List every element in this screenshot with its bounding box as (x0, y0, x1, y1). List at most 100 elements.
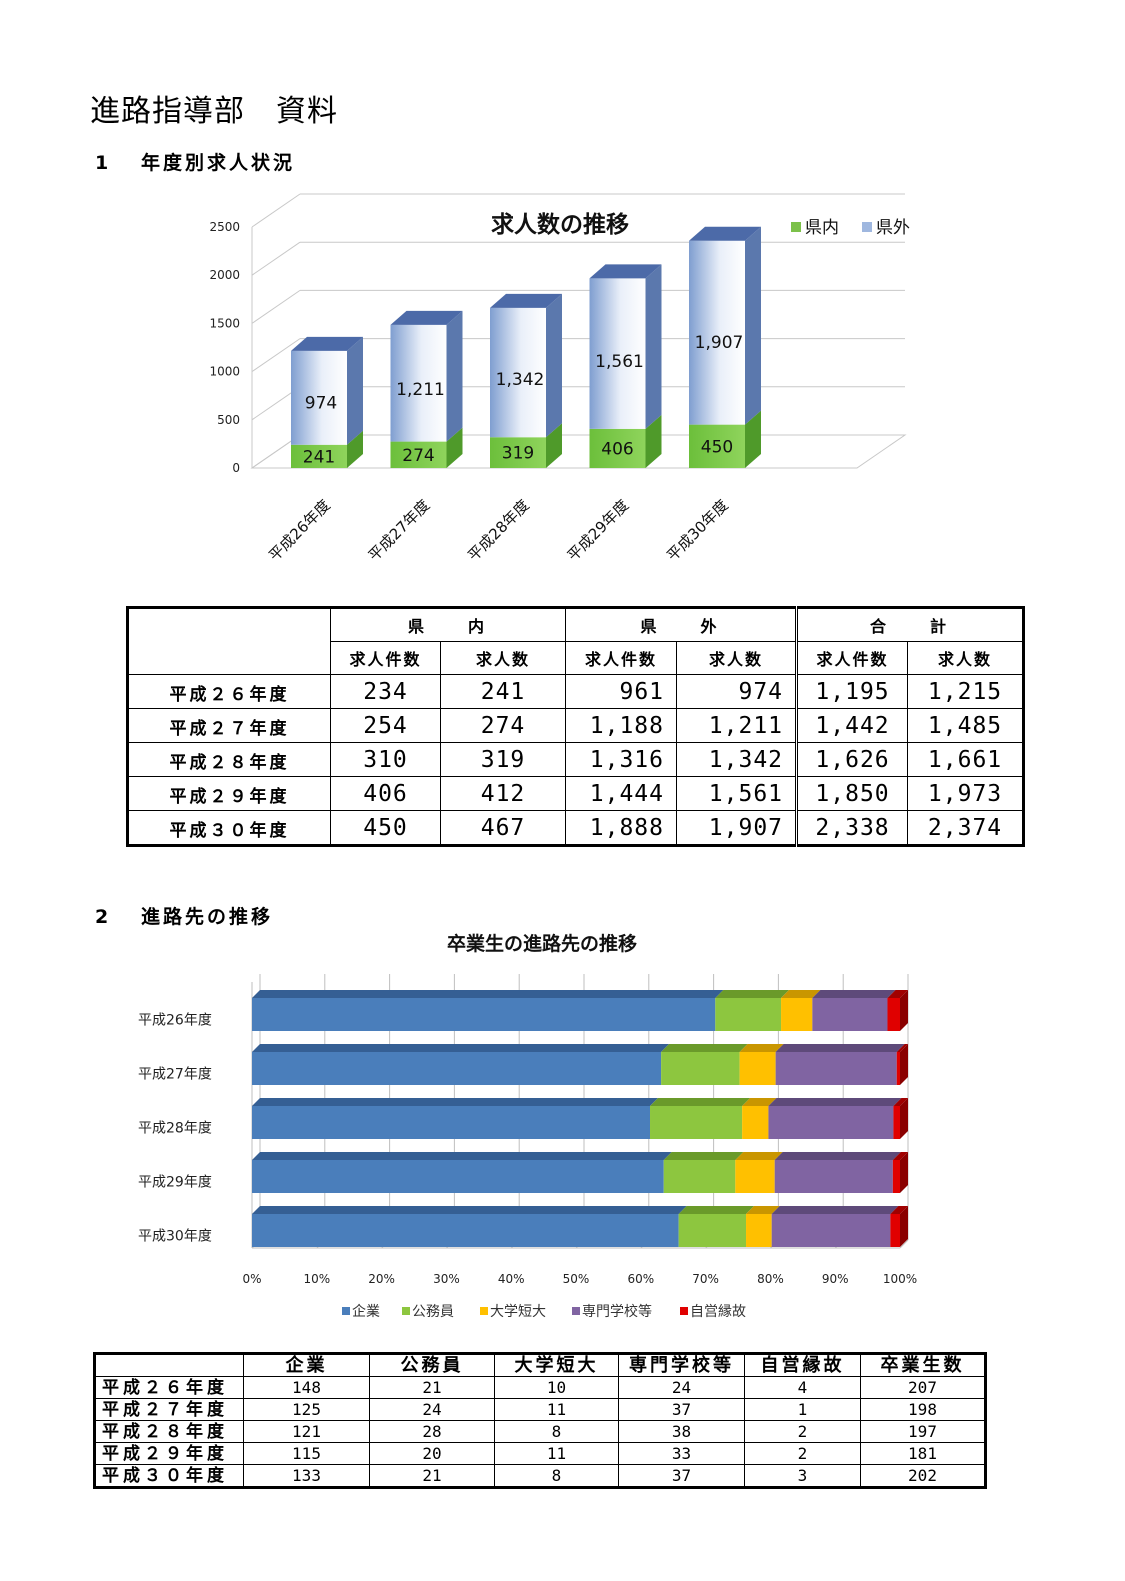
bar-inner-prefecture (390, 441, 447, 468)
cell: 20 (369, 1442, 495, 1465)
bar-outer-prefecture-side (645, 264, 662, 429)
y-tick-label: 2000 (209, 268, 240, 282)
bar-inner-prefecture (490, 437, 546, 468)
cell: 1,316 (565, 742, 678, 777)
bar-segment-0 (252, 1160, 664, 1193)
cell: 37 (618, 1464, 745, 1488)
table-row: 平成２６年度 234 241 961 974 1,195 1,215 (127, 674, 1025, 709)
bar-segment-top (735, 1152, 783, 1160)
cell: 1,626 (795, 742, 909, 777)
y-category-label: 平成27年度 (138, 1067, 212, 1083)
legend-swatch (402, 1307, 410, 1315)
data-label-inner: 274 (402, 446, 434, 466)
legend-label: 公務員 (412, 1304, 454, 1320)
legend-swatch (342, 1307, 350, 1315)
bar-top (689, 226, 761, 241)
bar-segment-top (252, 1152, 672, 1160)
table-row: 平成３０年度 133 21 8 37 3 202 (94, 1464, 986, 1488)
bar-segment-2 (746, 1214, 772, 1247)
legend-label: 県外 (876, 218, 910, 238)
row-year: 平成３０年度 (94, 1464, 244, 1488)
data-label-outer: 1,561 (595, 352, 644, 372)
bar-segment-top (252, 1044, 670, 1052)
bar-segment-top (781, 990, 821, 998)
bar-outer-prefecture (689, 240, 745, 425)
bar-outer-prefecture (390, 324, 447, 442)
data-label-outer: 1,211 (396, 380, 445, 400)
col-header: 卒業生数 (860, 1353, 986, 1377)
bar-segment-3 (775, 1052, 897, 1085)
gridline-side (251, 338, 301, 373)
bar-segment-1 (715, 998, 782, 1031)
y-tick-label: 2500 (209, 220, 240, 234)
y-category-label: 平成28年度 (138, 1121, 212, 1137)
bar-segment-top (661, 1044, 748, 1052)
cell: 1,215 (907, 674, 1025, 709)
x-tick-label: 10% (303, 1272, 330, 1286)
cell: 24 (618, 1376, 745, 1399)
x-tick-label: 80% (757, 1272, 784, 1286)
chart-title: 求人数の推移 (491, 212, 629, 238)
bar-outer-prefecture-side (347, 336, 363, 445)
bar-segment-4 (892, 1160, 900, 1193)
data-label-inner: 406 (601, 439, 633, 459)
x-tick-label: 70% (692, 1272, 719, 1286)
row-year: 平成２７年度 (94, 1398, 244, 1421)
bar-inner-prefecture-side (745, 410, 761, 468)
row-year: 平成２６年度 (94, 1376, 244, 1399)
table-corner-cell (127, 607, 331, 675)
y-tick-label: 500 (217, 413, 240, 427)
row-year: 平成２６年度 (127, 674, 331, 709)
bar-segment-top (775, 1044, 905, 1052)
bar-segment-2 (781, 998, 813, 1031)
cell: 1,211 (676, 708, 798, 743)
table-row: 平成２９年度 406 412 1,444 1,561 1,850 1,973 (127, 776, 1025, 811)
cell: 1,442 (795, 708, 909, 743)
y-tick-label: 1000 (209, 365, 240, 379)
table-subheader-row: 求人件数 求人数 求人件数 求人数 求人件数 求人数 (128, 641, 1025, 675)
x-tick-label: 100% (883, 1272, 917, 1286)
x-tick-label: 平成28年度 (464, 496, 533, 565)
bar-segment-top (887, 990, 908, 998)
bar-outer-prefecture (589, 278, 646, 429)
bar-segment-top (252, 1206, 687, 1214)
legend-label: 大学短大 (490, 1304, 546, 1320)
cell: 1,485 (907, 708, 1025, 743)
bar-segment-top (893, 1098, 908, 1106)
bar-segment-top (252, 990, 724, 998)
gridline-side (251, 193, 301, 228)
bar-top (490, 293, 562, 308)
bar-outer-prefecture-side (546, 293, 562, 438)
cell: 1,888 (565, 810, 678, 846)
y-category-label: 平成26年度 (138, 1013, 212, 1029)
x-tick-label: 50% (563, 1272, 590, 1286)
legend-label: 自営縁故 (690, 1304, 746, 1320)
cell: 406 (330, 776, 441, 811)
bar-segment-top (650, 1098, 751, 1106)
bar-segment-top (663, 1152, 744, 1160)
cell: 2 (744, 1442, 861, 1465)
bar-inner-prefecture (689, 424, 745, 468)
gridline-floor (899, 1239, 909, 1249)
bar-segment-top (890, 1206, 908, 1214)
bar-segment-1 (661, 1052, 740, 1085)
legend-label: 企業 (352, 1303, 380, 1320)
col-header: 自営縁故 (744, 1353, 861, 1377)
career-paths-chart: 卒業生の進路先の推移 0% 10% 20% 30% 40% 50% 60% 70% 80% 90% 1… (138, 932, 917, 1320)
x-tick-label: 平成29年度 (564, 496, 633, 565)
section-2-number: 2 (95, 906, 112, 928)
x-tick-label: 90% (822, 1272, 849, 1286)
bar-segment-top (768, 1098, 902, 1106)
cell: 241 (439, 674, 567, 709)
bar-segment-top (774, 1152, 901, 1160)
bar-segment-3 (768, 1106, 894, 1139)
chart-title: 卒業生の進路先の推移 (447, 932, 637, 955)
bar-inner-prefecture-side (347, 430, 363, 468)
col-header: 企業 (243, 1353, 370, 1377)
cell: 21 (369, 1464, 495, 1488)
legend-swatch (680, 1307, 688, 1315)
cell: 310 (330, 742, 441, 777)
table-row: 平成２６年度 148 21 10 24 4 207 (94, 1376, 986, 1399)
row-year: 平成２９年度 (127, 776, 331, 811)
col-header: 求人件数 (330, 641, 441, 675)
